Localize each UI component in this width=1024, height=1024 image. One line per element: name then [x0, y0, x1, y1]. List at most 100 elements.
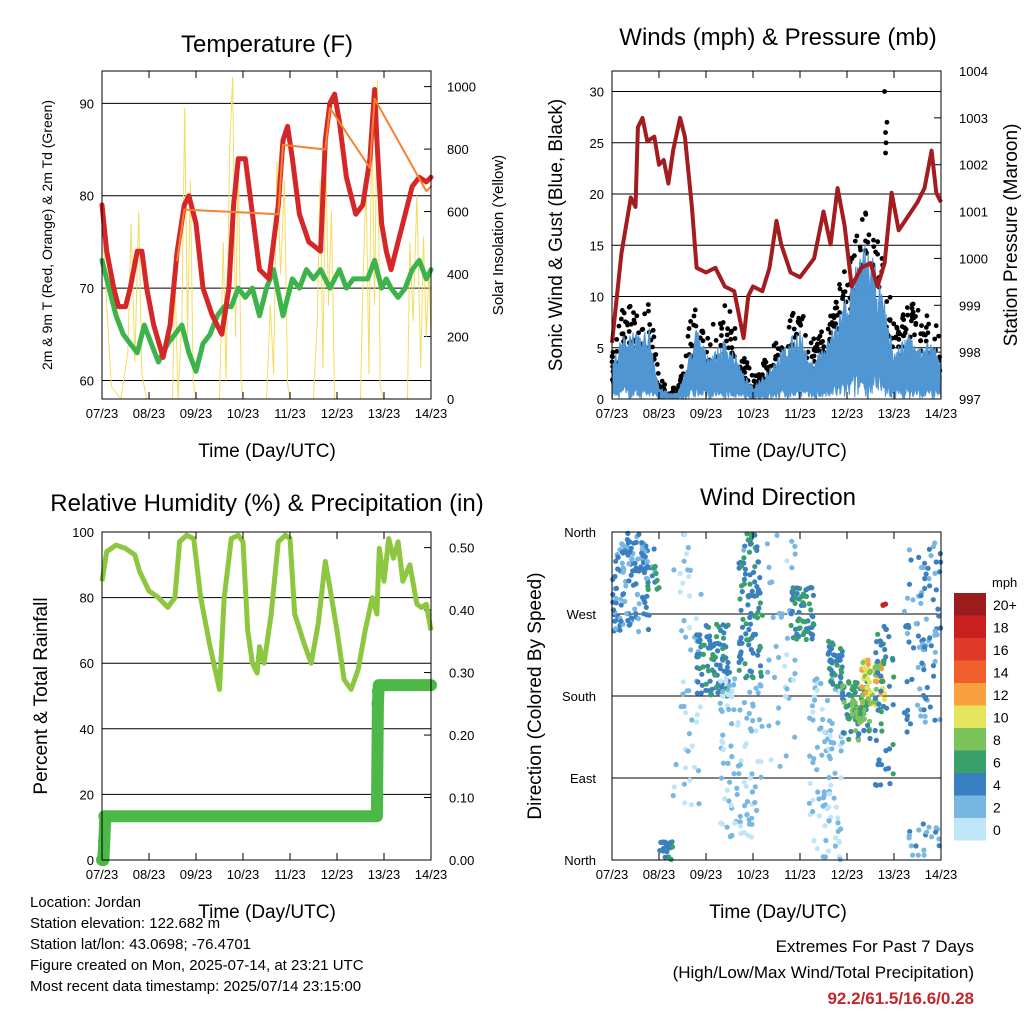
wind-direction-point — [630, 582, 637, 588]
wind-direction-point — [700, 664, 706, 670]
wind-direction-point — [671, 567, 677, 573]
y2-tick-label: 0.30 — [449, 666, 474, 681]
wind-direction-point — [843, 704, 849, 710]
wind-direction-point — [668, 856, 674, 863]
wind-direction-point — [810, 614, 816, 620]
x-axis-label: Time (Day/UTC) — [198, 902, 336, 923]
gust-point — [651, 334, 657, 340]
wind-direction-point — [835, 815, 841, 821]
wind-direction-point — [916, 827, 922, 833]
wind-direction-point — [874, 679, 880, 685]
wind-direction-point — [937, 717, 943, 723]
wind-direction-point — [840, 730, 846, 736]
y-tick-label: 0 — [87, 853, 94, 868]
wind-direction-point — [806, 800, 813, 806]
gust-point — [887, 294, 893, 300]
gust-point — [852, 238, 858, 244]
wind-direction-point — [757, 663, 764, 669]
gust-point — [905, 305, 910, 310]
wind-direction-point — [890, 702, 896, 708]
wind-direction-point — [810, 621, 816, 627]
wind-direction-point — [691, 764, 698, 770]
wind-direction-point — [731, 771, 737, 777]
x-tick-label: 10/23 — [227, 867, 260, 882]
gust-point — [854, 233, 860, 239]
wind-direction-point — [805, 586, 811, 592]
colorbar-label: 4 — [993, 777, 1001, 793]
wind-direction-point — [815, 789, 821, 795]
wind-direction-point — [625, 617, 631, 624]
precipitation-point — [371, 697, 384, 710]
wind-direction-point — [856, 719, 863, 726]
gust-point — [814, 346, 820, 352]
x-tick-label: 07/23 — [86, 406, 119, 421]
wind-direction-point — [930, 663, 937, 669]
wind-direction-point — [720, 635, 727, 641]
wind-direction-point — [932, 658, 938, 664]
wind-direction-point — [792, 657, 798, 663]
wind-direction-point — [765, 669, 771, 675]
wind-direction-point — [682, 800, 688, 806]
wind-direction-point — [720, 740, 726, 746]
wind-direction-point — [809, 585, 815, 591]
pressure-series-line — [610, 115, 943, 344]
x-tick-label: 11/23 — [274, 406, 306, 421]
precipitation-point — [98, 810, 111, 823]
wind-direction-point — [789, 608, 796, 615]
y-tick-label: 20 — [590, 187, 604, 202]
wind-direction-point — [679, 628, 685, 634]
gust-point — [837, 282, 842, 287]
wind-direction-point — [793, 595, 799, 601]
gust-point — [654, 362, 660, 367]
wind-direction-point — [752, 564, 758, 570]
wind-direction-point — [903, 624, 909, 630]
wind-direction-point — [724, 787, 730, 793]
wind-direction-point — [740, 616, 746, 623]
recent-timestamp: Most recent data timestamp: 2025/07/14 2… — [30, 978, 362, 995]
y-tick-label: 30 — [590, 85, 604, 100]
wind-direction-point — [926, 546, 933, 552]
wind-direction-point — [890, 657, 896, 663]
wind-direction-point — [827, 733, 833, 739]
wind-direction-point — [746, 549, 753, 555]
wind-direction-point — [921, 667, 927, 673]
humidity-series-line — [99, 532, 434, 692]
wind-direction-point — [742, 571, 749, 577]
wind-direction-point — [687, 593, 693, 599]
wind-direction-point — [878, 721, 884, 727]
wind-direction-point — [796, 609, 802, 615]
wind-direction-point — [671, 784, 677, 790]
wind-direction-point — [743, 631, 749, 637]
wind-direction-point — [883, 654, 889, 660]
wind-direction-point — [741, 779, 747, 785]
temperature-chart: 60 70 80 90 0 200 400 600 800 1000 07/23 08/23 09/23… — [39, 31, 507, 462]
wind-direction-point — [873, 650, 879, 656]
wind-direction-point — [821, 729, 827, 735]
wind-direction-point — [822, 823, 828, 829]
wind-direction-point — [876, 701, 882, 707]
wind-direction-point — [860, 660, 866, 666]
gust-point — [863, 238, 868, 244]
gust-point — [722, 303, 728, 309]
wind-direction-point — [741, 581, 747, 587]
wind-direction-point — [644, 559, 650, 565]
gust-point — [901, 333, 906, 339]
wind-direction-point — [859, 684, 865, 690]
wind-direction-point — [639, 546, 646, 552]
wind-direction-point — [917, 686, 923, 692]
wind-direction-point — [749, 821, 755, 827]
wind-direction-point — [784, 635, 791, 641]
wind-direction-point — [709, 656, 715, 662]
x-tick-label: 10/23 — [737, 406, 770, 421]
wind-direction-point — [726, 683, 732, 689]
y2-axis-label: Solar Insolation (Yellow) — [490, 155, 507, 315]
wind-direction-point — [700, 651, 707, 658]
wind-direction-point — [747, 621, 754, 627]
wind-direction-point — [689, 743, 695, 749]
wind-direction-point — [758, 669, 764, 675]
wind-direction-point — [633, 539, 639, 546]
colorbar-label: 8 — [993, 732, 1001, 748]
gust-point — [833, 299, 839, 305]
gust-point — [820, 339, 825, 344]
wind-direction-point — [618, 618, 624, 624]
